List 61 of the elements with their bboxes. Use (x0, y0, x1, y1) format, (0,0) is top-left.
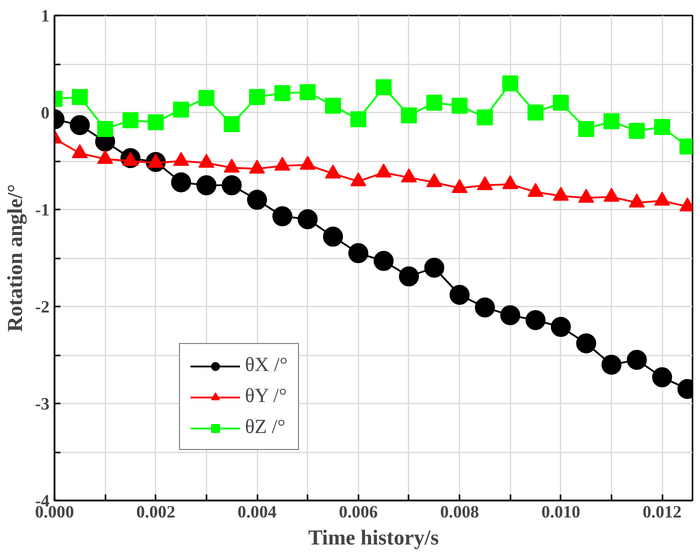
point (198, 90, 214, 106)
point (376, 79, 392, 96)
point (552, 94, 569, 111)
point (196, 175, 216, 196)
point (348, 243, 368, 264)
point (578, 120, 594, 137)
point (97, 120, 114, 137)
point (654, 119, 670, 136)
x-tick-label: 0.008 (440, 502, 480, 522)
point (249, 88, 266, 105)
point (550, 316, 571, 337)
y-tick-label: 0 (40, 104, 50, 122)
y-tick-label: -1 (35, 200, 50, 220)
point (322, 226, 343, 247)
point (298, 209, 318, 230)
point (601, 354, 622, 375)
y-tick-label: 1 (40, 6, 50, 26)
point (628, 122, 645, 139)
point (374, 250, 394, 271)
point (500, 305, 520, 326)
legend-label: θZ /° (245, 416, 286, 439)
point (452, 98, 468, 114)
y-tick-label: -3 (35, 394, 50, 414)
x-tick-label: 0.012 (642, 502, 682, 522)
point (173, 102, 190, 118)
point (70, 115, 90, 136)
y-axis-title: Rotation angle/° (3, 184, 28, 332)
point (148, 114, 164, 130)
point (424, 258, 444, 278)
point (400, 107, 417, 124)
point (474, 297, 495, 318)
point (626, 350, 647, 370)
x-tick-label: 0.006 (338, 502, 378, 522)
x-axis-title: Time history/s (308, 526, 439, 550)
point (528, 104, 544, 120)
point (450, 284, 470, 305)
point (324, 98, 341, 114)
point (274, 85, 290, 102)
y-tick-label: -2 (35, 298, 50, 316)
point (224, 116, 240, 132)
point (652, 367, 672, 388)
point (350, 111, 366, 128)
point (222, 175, 242, 196)
point (426, 94, 442, 111)
point (171, 172, 192, 192)
point (272, 206, 292, 226)
point (300, 84, 316, 100)
x-tick-label: 0.010 (541, 502, 580, 522)
point (576, 333, 596, 354)
point (398, 266, 419, 286)
x-tick-label: 0.002 (136, 502, 176, 522)
legend-label: θY /° (245, 385, 287, 408)
legend-label: θX /° (245, 354, 288, 377)
point (72, 88, 88, 105)
point (476, 109, 493, 126)
point (603, 113, 620, 130)
point (247, 190, 268, 210)
point (526, 310, 546, 330)
point (502, 75, 518, 92)
point (122, 112, 138, 128)
x-tick-label: 0.004 (238, 502, 277, 522)
